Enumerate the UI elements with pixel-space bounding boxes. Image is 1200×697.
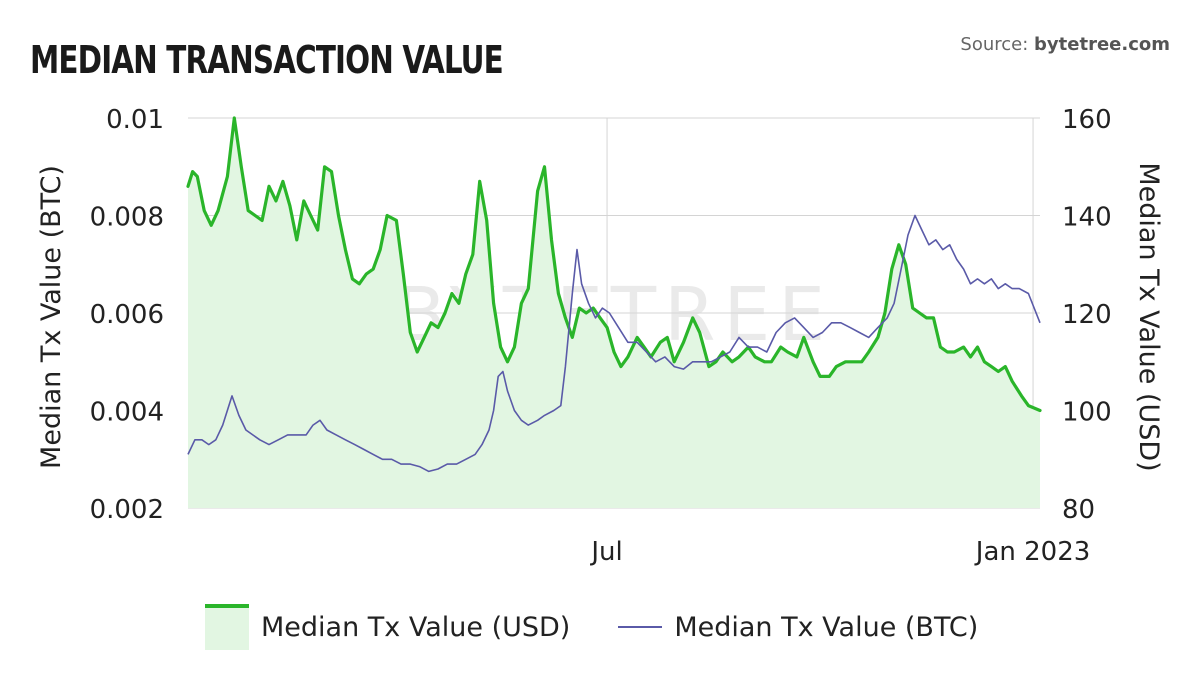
source-credit: Source: bytetree.com bbox=[960, 34, 1170, 55]
y-tick-left: 0.002 bbox=[90, 495, 164, 525]
legend-label-usd: Median Tx Value (USD) bbox=[261, 611, 571, 643]
chart-title: MEDIAN TRANSACTION VALUE bbox=[30, 38, 504, 82]
legend-item-btc[interactable]: Median Tx Value (BTC) bbox=[618, 612, 978, 643]
btc-series-line bbox=[187, 214, 1041, 473]
y-tick-left: 0.01 bbox=[106, 105, 164, 135]
y-tick-left: 0.004 bbox=[90, 398, 164, 428]
source-prefix: Source: bbox=[960, 34, 1029, 55]
y-tick-right: 160 bbox=[1062, 105, 1112, 135]
legend-swatch-usd bbox=[205, 604, 249, 650]
x-tick-label: Jul bbox=[589, 537, 622, 567]
y-tick-right: 140 bbox=[1062, 203, 1112, 233]
usd-area-series bbox=[188, 118, 1040, 508]
legend: Median Tx Value (USD) Median Tx Value (B… bbox=[205, 604, 1026, 650]
usd-series-line bbox=[186, 116, 1042, 413]
y-tick-left: 0.006 bbox=[90, 300, 164, 330]
axes: 0.002 0.004 0.006 0.008 0.01 80 100 120 140 160 Ju… bbox=[90, 105, 1112, 567]
y-tick-right: 120 bbox=[1062, 300, 1112, 330]
y-tick-left: 0.008 bbox=[90, 203, 164, 233]
legend-swatch-btc bbox=[618, 626, 663, 628]
usd-area-fill bbox=[188, 118, 1040, 508]
y-tick-right: 100 bbox=[1062, 398, 1112, 428]
x-tick-label: Jan 2023 bbox=[974, 537, 1091, 567]
y-axis-left-label: Median Tx Value (BTC) bbox=[36, 165, 67, 469]
series-lines bbox=[186, 116, 1042, 473]
y-tick-right: 80 bbox=[1062, 495, 1095, 525]
legend-label-btc: Median Tx Value (BTC) bbox=[674, 611, 979, 643]
source-brand[interactable]: bytetree.com bbox=[1034, 34, 1170, 55]
y-axis-right-label: Median Tx Value (USD) bbox=[1133, 162, 1164, 471]
legend-item-usd[interactable]: Median Tx Value (USD) bbox=[205, 604, 570, 650]
